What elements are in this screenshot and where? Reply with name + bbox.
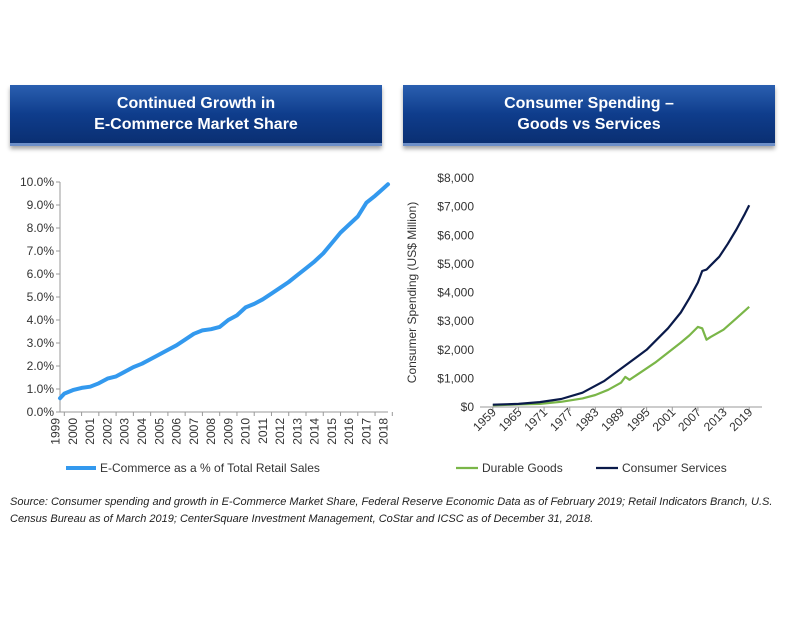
x-tick-label: 2017 xyxy=(359,418,373,445)
y-tick-label: 9.0% xyxy=(27,198,55,212)
y-tick-label: 7.0% xyxy=(27,244,55,258)
ecommerce-title-line-1: Continued Growth in xyxy=(116,95,276,112)
consumer-services-series-line xyxy=(492,204,751,406)
x-tick-label: 1959 xyxy=(470,405,499,434)
spending-title-line-2: Goods vs Services xyxy=(517,116,661,133)
x-tick-label: 2000 xyxy=(66,418,80,445)
ecommerce-series-line xyxy=(58,182,390,401)
legend-label-consumer-services: Consumer Services xyxy=(622,461,727,475)
x-tick-label: 1977 xyxy=(547,405,576,434)
spending-title-line-1: Consumer Spending – xyxy=(504,95,674,112)
y-tick-label: $1,000 xyxy=(437,371,474,385)
x-tick-label: 2007 xyxy=(187,418,201,445)
x-tick-label: 2014 xyxy=(308,418,322,445)
x-tick-label: 2011 xyxy=(256,418,270,444)
y-tick-label: 5.0% xyxy=(27,290,55,304)
x-tick-label: 2012 xyxy=(273,418,287,445)
x-tick-label: 1995 xyxy=(624,405,653,434)
x-tick-label: 2006 xyxy=(170,418,184,445)
x-tick-label: 2018 xyxy=(377,418,391,445)
spending-chart: $0 $1,000 $2,000 $3,000 $4,000 $5,000 $6,000 $7… xyxy=(405,171,762,475)
legend-label-ecommerce: E-Commerce as a % of Total Retail Sales xyxy=(100,461,320,475)
y-tick-label: 3.0% xyxy=(27,336,55,350)
x-tick-label: 2013 xyxy=(701,405,730,434)
x-tick-label: 2007 xyxy=(675,405,704,434)
x-tick-label: 2013 xyxy=(290,418,304,445)
source-note: Source: Consumer spending and growth in … xyxy=(10,496,773,525)
y-tick-label: $4,000 xyxy=(437,286,474,300)
y-tick-label: $3,000 xyxy=(437,314,474,328)
x-tick-label: 2001 xyxy=(83,418,97,445)
x-tick-label: 2004 xyxy=(135,418,149,445)
x-tick-label: 1999 xyxy=(49,418,63,445)
ecommerce-chart-title: Continued Growth in E-Commerce Market Sh… xyxy=(10,85,382,146)
x-tick-label: 2003 xyxy=(118,418,132,445)
ecommerce-title-line-2: E-Commerce Market Share xyxy=(94,116,298,133)
y-tick-label: $7,000 xyxy=(437,200,474,214)
x-tick-label: 2008 xyxy=(204,418,218,445)
y-tick-label: 10.0% xyxy=(20,175,54,189)
y-tick-label: 4.0% xyxy=(27,313,55,327)
x-tick-label: 1965 xyxy=(496,405,525,434)
x-tick-label: 2002 xyxy=(100,418,114,445)
y-tick-label: 8.0% xyxy=(27,221,55,235)
y-tick-label: $0 xyxy=(461,400,475,414)
x-tick-label: 2019 xyxy=(727,405,756,434)
x-tick-label: 2010 xyxy=(239,418,253,445)
x-tick-label: 1989 xyxy=(598,405,627,434)
x-tick-label: 1971 xyxy=(521,405,550,434)
y-tick-label: $6,000 xyxy=(437,228,474,242)
y-tick-label: $5,000 xyxy=(437,257,474,271)
legend-label-durable-goods: Durable Goods xyxy=(482,461,563,475)
ecommerce-chart: 0.0% 1.0% 2.0% 3.0% 4.0% 5.0% 6.0% 7.0% 8.0% 9.0%… xyxy=(20,175,393,475)
x-tick-label: 2005 xyxy=(152,418,166,445)
y-tick-label: 2.0% xyxy=(27,359,55,373)
y-tick-label: 0.0% xyxy=(27,405,55,419)
durable-goods-series-line xyxy=(492,305,750,407)
y-tick-label: $8,000 xyxy=(437,171,474,185)
y-tick-label: 1.0% xyxy=(27,382,55,396)
x-tick-label: 2001 xyxy=(650,405,679,434)
x-tick-label: 2009 xyxy=(221,418,235,445)
x-tick-label: 2016 xyxy=(342,418,356,445)
y-tick-label: $2,000 xyxy=(437,343,474,357)
spending-chart-title: Consumer Spending – Goods vs Services xyxy=(403,85,775,146)
y-axis-label: Consumer Spending (US$ Million) xyxy=(405,202,419,383)
x-tick-label: 1983 xyxy=(573,405,602,434)
y-tick-label: 6.0% xyxy=(27,267,55,281)
x-tick-label: 2015 xyxy=(325,418,339,445)
